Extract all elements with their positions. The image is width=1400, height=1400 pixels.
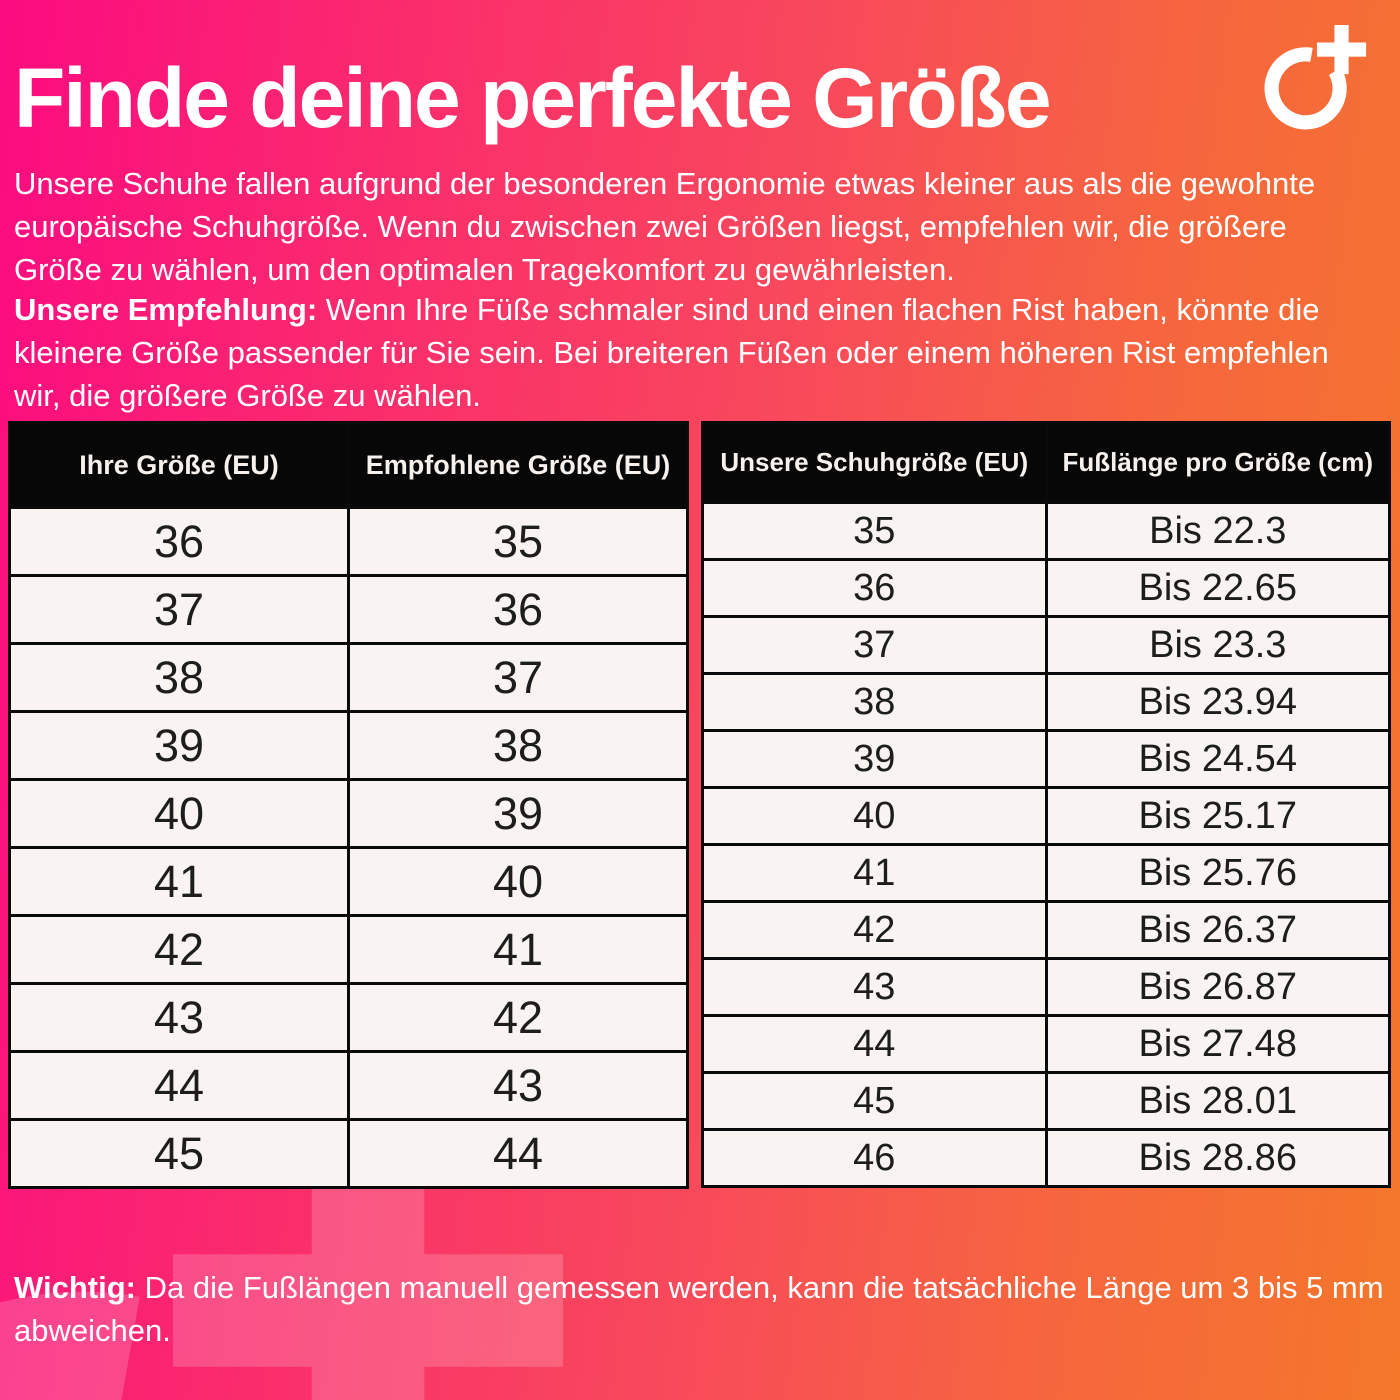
table-cell: 36 (701, 558, 1048, 618)
table-cell: Bis 25.76 (1044, 843, 1391, 903)
recommendation-paragraph: Unsere Empfehlung: Wenn Ihre Füße schmal… (14, 288, 1329, 417)
table-cell: Bis 27.48 (1044, 1014, 1391, 1074)
table-cell: 45 (8, 1118, 350, 1189)
table-cell: Bis 23.94 (1044, 672, 1391, 732)
table-cell: 36 (8, 506, 350, 577)
table-row: 46 Bis 28.86 (701, 1128, 1391, 1188)
table-row: 36 Bis 22.65 (701, 558, 1391, 618)
table-row: 45 Bis 28.01 (701, 1071, 1391, 1131)
table-cell: 38 (347, 710, 689, 781)
table-row: 41 40 (8, 846, 689, 917)
table-cell: 44 (8, 1050, 350, 1121)
table-row: 38 Bis 23.94 (701, 672, 1391, 732)
table-row: 37 36 (8, 574, 689, 645)
table-cell: 43 (347, 1050, 689, 1121)
table-cell: Bis 26.37 (1044, 900, 1391, 960)
table-cell: 41 (8, 846, 350, 917)
table-cell: 39 (8, 710, 350, 781)
table-cell: Bis 23.3 (1044, 615, 1391, 675)
table-cell: 40 (701, 786, 1048, 846)
table-row: 42 Bis 26.37 (701, 900, 1391, 960)
table-cell: 41 (701, 843, 1048, 903)
table-cell: 44 (701, 1014, 1048, 1074)
table-row: 41 Bis 25.76 (701, 843, 1391, 903)
table-cell: Bis 22.3 (1044, 501, 1391, 561)
foot-length-table: Unsere Schuhgröße (EU) Fußlänge pro Größe… (701, 421, 1391, 1188)
table-cell: 45 (701, 1071, 1048, 1131)
column-header: Empfohlene Größe (EU) (347, 421, 689, 509)
table-cell: 40 (347, 846, 689, 917)
table-cell: 39 (701, 729, 1048, 789)
circle-plus-logo-icon (1264, 25, 1367, 130)
table-row: 39 38 (8, 710, 689, 781)
footnote-text: Da die Fußlängen manuell gemessen werden… (14, 1270, 1384, 1348)
page-title: Finde deine perfekte Größe (14, 51, 1052, 145)
footnote-paragraph: Wichtig: Da die Fußlängen manuell gemess… (14, 1266, 1384, 1352)
table-row: 44 43 (8, 1050, 689, 1121)
table-cell: 42 (347, 982, 689, 1053)
table-cell: 38 (8, 642, 350, 713)
column-header: Fußlänge pro Größe (cm) (1044, 421, 1391, 504)
table-cell: 37 (701, 615, 1048, 675)
table-row: 42 41 (8, 914, 689, 985)
table-row: 38 37 (8, 642, 689, 713)
table-row: 43 42 (8, 982, 689, 1053)
table-cell: Bis 24.54 (1044, 729, 1391, 789)
table-cell: 37 (347, 642, 689, 713)
table-cell: 41 (347, 914, 689, 985)
table-cell: 43 (8, 982, 350, 1053)
table-cell: 37 (8, 574, 350, 645)
table-cell: Bis 26.87 (1044, 957, 1391, 1017)
table-cell: Bis 25.17 (1044, 786, 1391, 846)
table-cell: 40 (8, 778, 350, 849)
recommendation-text: Wenn Ihre Füße schmaler sind und einen f… (14, 292, 1329, 413)
table-cell: 42 (8, 914, 350, 985)
size-tables-section: Ihre Größe (EU) Empfohlene Größe (EU) 36 3… (8, 421, 1392, 1189)
table-row: 39 Bis 24.54 (701, 729, 1391, 789)
table-cell: 46 (701, 1128, 1048, 1188)
table-row: 36 35 (8, 506, 689, 577)
table-cell: 36 (347, 574, 689, 645)
header-row: Ihre Größe (EU) Empfohlene Größe (EU) (8, 421, 689, 509)
table-row: 37 Bis 23.3 (701, 615, 1391, 675)
table-cell: 42 (701, 900, 1048, 960)
table-cell: Bis 22.65 (1044, 558, 1391, 618)
column-header: Ihre Größe (EU) (8, 421, 350, 509)
table-row: 44 Bis 27.48 (701, 1014, 1391, 1074)
header-row: Unsere Schuhgröße (EU) Fußlänge pro Größe… (701, 421, 1391, 504)
column-header: Unsere Schuhgröße (EU) (701, 421, 1048, 504)
table-row: 40 39 (8, 778, 689, 849)
table-cell: 43 (701, 957, 1048, 1017)
footnote-lead: Wichtig: (14, 1270, 136, 1305)
table-cell: 39 (347, 778, 689, 849)
table-cell: 44 (347, 1118, 689, 1189)
table-row: 45 44 (8, 1118, 689, 1189)
size-conversion-table: Ihre Größe (EU) Empfohlene Größe (EU) 36 3… (8, 421, 689, 1189)
table-cell: Bis 28.01 (1044, 1071, 1391, 1131)
table-row: 35 Bis 22.3 (701, 501, 1391, 561)
intro-paragraph: Unsere Schuhe fallen aufgrund der besond… (14, 166, 1316, 287)
table-cell: Bis 28.86 (1044, 1128, 1391, 1188)
table-cell: 35 (701, 501, 1048, 561)
table-row: 40 Bis 25.17 (701, 786, 1391, 846)
table-row: 43 Bis 26.87 (701, 957, 1391, 1017)
table-cell: 35 (347, 506, 689, 577)
table-cell: 38 (701, 672, 1048, 732)
recommendation-lead: Unsere Empfehlung: (14, 292, 318, 327)
